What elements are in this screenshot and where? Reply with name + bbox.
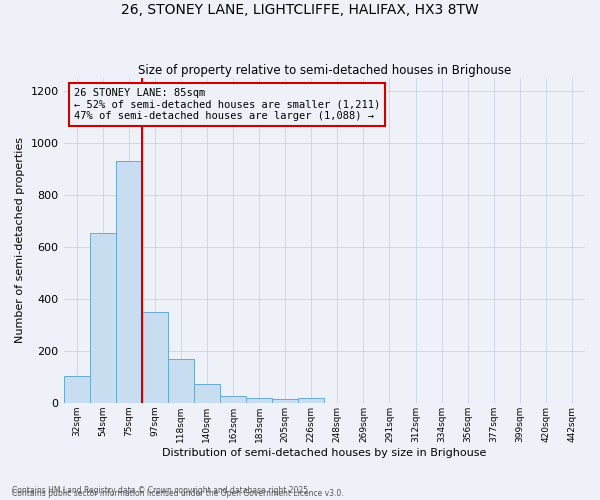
- Bar: [220, 396, 246, 403]
- Bar: [142, 312, 168, 403]
- Bar: [272, 399, 298, 403]
- Y-axis label: Number of semi-detached properties: Number of semi-detached properties: [15, 138, 25, 344]
- Bar: [116, 162, 142, 403]
- Bar: [194, 384, 220, 403]
- Bar: [89, 232, 116, 403]
- Bar: [64, 376, 89, 403]
- Text: 26, STONEY LANE, LIGHTCLIFFE, HALIFAX, HX3 8TW: 26, STONEY LANE, LIGHTCLIFFE, HALIFAX, H…: [121, 2, 479, 16]
- Title: Size of property relative to semi-detached houses in Brighouse: Size of property relative to semi-detach…: [137, 64, 511, 77]
- Bar: [168, 358, 194, 403]
- Text: Contains HM Land Registry data © Crown copyright and database right 2025.: Contains HM Land Registry data © Crown c…: [12, 486, 311, 495]
- Text: Contains public sector information licensed under the Open Government Licence v3: Contains public sector information licen…: [12, 488, 344, 498]
- Bar: [246, 398, 272, 403]
- Text: 26 STONEY LANE: 85sqm
← 52% of semi-detached houses are smaller (1,211)
47% of s: 26 STONEY LANE: 85sqm ← 52% of semi-deta…: [74, 88, 380, 121]
- Bar: [298, 398, 324, 403]
- X-axis label: Distribution of semi-detached houses by size in Brighouse: Distribution of semi-detached houses by …: [162, 448, 487, 458]
